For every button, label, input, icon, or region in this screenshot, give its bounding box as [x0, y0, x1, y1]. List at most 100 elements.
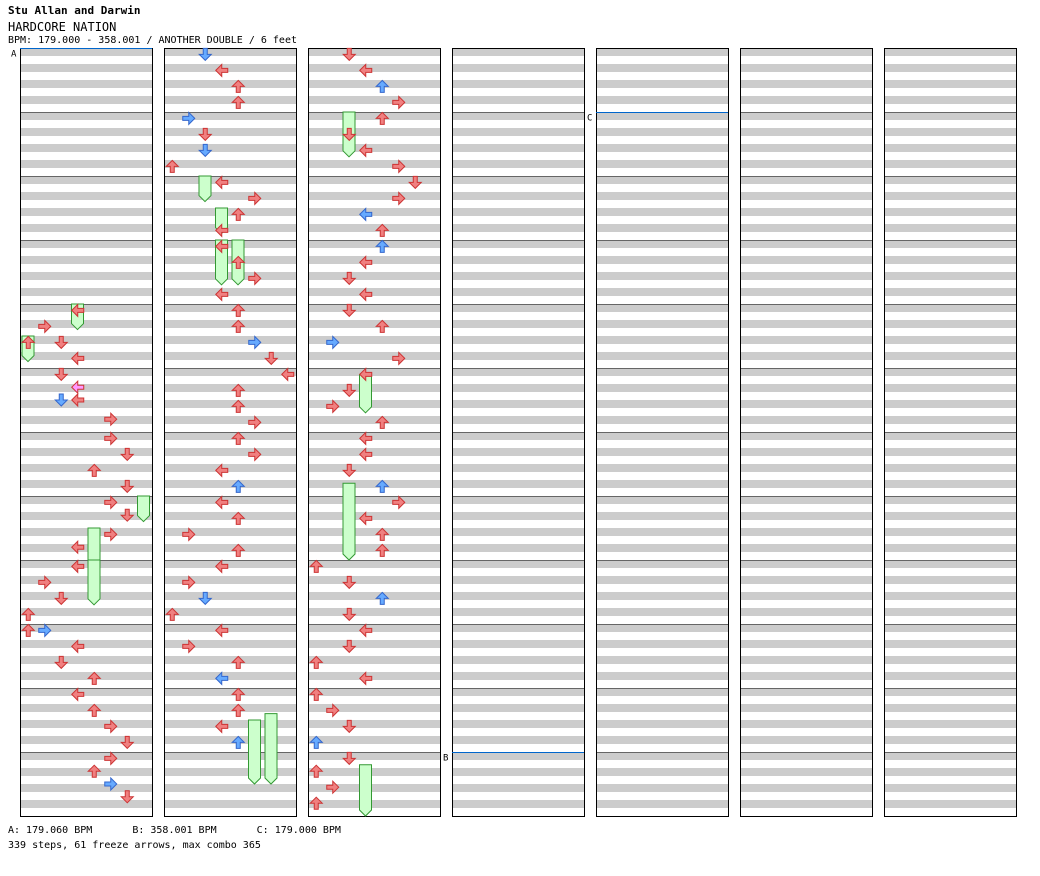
- beat-band: [884, 496, 1016, 504]
- beat-band: [20, 176, 152, 184]
- beat-band: [452, 368, 584, 376]
- step-chart: A B C: [11, 47, 1017, 817]
- beat-band: [740, 784, 872, 792]
- beat-band: [452, 144, 584, 152]
- step-arrow-icon: [326, 779, 340, 795]
- beat-band: [740, 224, 872, 232]
- beat-band: [740, 416, 872, 424]
- beat-band: [164, 480, 296, 488]
- beat-band: [308, 384, 440, 392]
- step-arrow-icon: [104, 431, 118, 446]
- beat-band: [308, 480, 440, 488]
- beat-band: [596, 176, 728, 184]
- beat-band: [884, 656, 1016, 664]
- beat-band: [308, 752, 440, 760]
- beat-band: [452, 752, 584, 760]
- beat-band: [884, 736, 1016, 744]
- step-arrow-icon: [38, 623, 52, 638]
- beat-band: [164, 64, 296, 72]
- beat-band: [20, 240, 152, 248]
- beat-band: [308, 416, 440, 424]
- beat-band: [308, 640, 440, 648]
- step-arrow-icon: [104, 411, 118, 427]
- beat-band: [20, 288, 152, 296]
- beat-band: [452, 464, 584, 472]
- step-arrow-icon: [120, 790, 135, 804]
- beat-band: [452, 496, 584, 504]
- beat-band: [740, 656, 872, 664]
- step-arrow-icon: [215, 175, 229, 190]
- beat-band: [452, 432, 584, 440]
- beat-band: [452, 384, 584, 392]
- beat-band: [452, 352, 584, 360]
- freeze-arrow-icon: [87, 559, 101, 606]
- beat-band: [884, 464, 1016, 472]
- beat-band: [596, 640, 728, 648]
- beat-band: [596, 288, 728, 296]
- beat-band: [452, 64, 584, 72]
- beat-band: [308, 656, 440, 664]
- beat-band: [596, 304, 728, 312]
- beat-band: [596, 336, 728, 344]
- beat-band: [20, 432, 152, 440]
- beat-band: [164, 96, 296, 104]
- beat-band: [452, 272, 584, 280]
- beat-band: [452, 208, 584, 216]
- beat-band: [740, 96, 872, 104]
- beat-band: [308, 560, 440, 568]
- step-arrow-icon: [281, 367, 295, 382]
- step-arrow-icon: [71, 639, 85, 654]
- beat-band: [452, 800, 584, 808]
- beat-band: [308, 800, 440, 808]
- beat-band: [884, 688, 1016, 696]
- beat-band: [740, 240, 872, 248]
- step-arrow-icon: [71, 687, 85, 702]
- step-arrow-icon: [375, 543, 390, 557]
- beat-band: [740, 192, 872, 200]
- beat-band: [308, 576, 440, 584]
- chart-stats: 339 steps, 61 freeze arrows, max combo 3…: [8, 840, 261, 851]
- beat-band: [452, 288, 584, 296]
- beat-band: [596, 272, 728, 280]
- beat-band: [164, 400, 296, 408]
- beat-band: [884, 80, 1016, 88]
- beat-band: [164, 768, 296, 776]
- beat-band: [740, 640, 872, 648]
- step-arrow-icon: [248, 335, 262, 350]
- beat-band: [20, 688, 152, 696]
- beat-band: [164, 128, 296, 136]
- step-arrow-icon: [231, 703, 246, 717]
- beat-band: [164, 576, 296, 584]
- beat-band: [164, 800, 296, 808]
- beat-band: [20, 144, 152, 152]
- beat-band: [740, 672, 872, 680]
- beat-band: [884, 400, 1016, 408]
- beat-band: [164, 448, 296, 456]
- beat-band: [884, 48, 1016, 56]
- beat-band: [740, 592, 872, 600]
- beat-band: [596, 96, 728, 104]
- beat-band: [308, 512, 440, 520]
- step-arrow-icon: [231, 543, 246, 557]
- beat-band: [20, 128, 152, 136]
- chart-column: [164, 48, 297, 817]
- beat-band: [20, 192, 152, 200]
- step-arrow-icon: [375, 79, 390, 93]
- step-arrow-icon: [54, 655, 69, 670]
- beat-band: [596, 672, 728, 680]
- step-arrow-icon: [326, 335, 340, 350]
- beat-band: [308, 64, 440, 72]
- beat-band: [452, 160, 584, 168]
- beat-band: [164, 176, 296, 184]
- beat-band: [308, 496, 440, 504]
- beat-band: [20, 96, 152, 104]
- beat-band: [596, 784, 728, 792]
- beat-band: [596, 624, 728, 632]
- step-arrow-icon: [342, 463, 357, 478]
- step-arrow-icon: [71, 351, 85, 366]
- step-arrow-icon: [342, 383, 357, 398]
- bpm-legend-b: B: 358.001 BPM: [132, 825, 217, 836]
- step-arrow-icon: [120, 479, 135, 494]
- beat-band: [596, 352, 728, 360]
- beat-band: [164, 640, 296, 648]
